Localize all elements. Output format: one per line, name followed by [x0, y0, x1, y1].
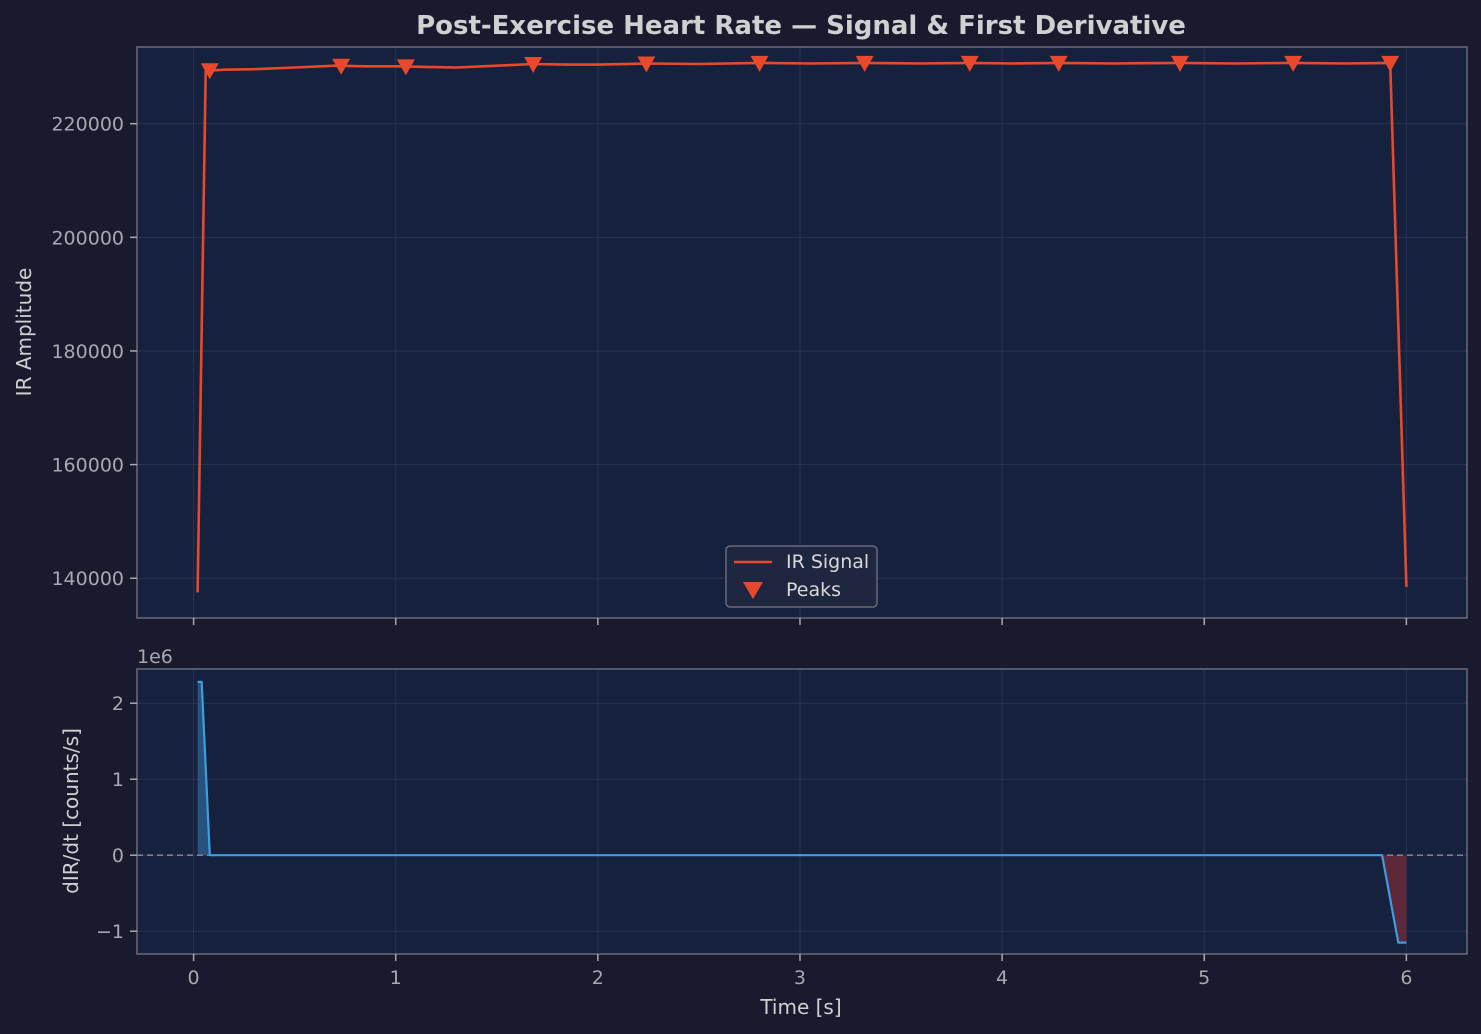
signal-y-ticks: 140000 160000 180000 200000 220000 — [51, 114, 137, 590]
peak-marker — [637, 56, 656, 73]
peak-marker — [750, 55, 769, 72]
signal-y-tick-label: 180000 — [51, 341, 124, 363]
derivative-y-tick-label: 0 — [112, 845, 124, 867]
derivative-y-tick-label: 1 — [112, 769, 124, 791]
peak-marker — [1170, 55, 1189, 72]
x-tick-label: 4 — [996, 967, 1008, 989]
legend-peaks-label: Peaks — [786, 579, 841, 601]
x-tick-label: 6 — [1400, 967, 1412, 989]
peak-marker — [524, 57, 543, 74]
derivative-panel: −1 0 1 2 0 1 2 3 4 5 6 1e6 dIR/dt [counts/s] Time… — [59, 646, 1468, 1019]
peak-marker — [1284, 55, 1303, 72]
peak-marker — [960, 55, 979, 72]
peak-marker — [396, 59, 415, 76]
signal-y-tick-label: 160000 — [51, 455, 124, 477]
peak-marker — [200, 63, 219, 80]
derivative-y-tick-label: 2 — [112, 693, 124, 715]
signal-y-tick-label: 200000 — [51, 227, 124, 249]
derivative-line — [197, 680, 1407, 944]
chart-title: Post-Exercise Heart Rate — Signal & Firs… — [416, 11, 1186, 41]
peak-marker — [332, 58, 351, 75]
signal-y-tick-label: 140000 — [51, 568, 124, 590]
derivative-axes-background — [137, 669, 1467, 954]
derivative-x-ticks: 0 1 2 3 4 5 6 — [188, 954, 1412, 989]
signal-grid — [137, 47, 1467, 618]
legend: IR Signal Peaks — [725, 545, 878, 608]
legend-peaks-swatch — [743, 582, 763, 599]
signal-axes-frame — [136, 46, 1468, 619]
x-tick-label: 5 — [1198, 967, 1210, 989]
peak-marker — [1049, 55, 1068, 72]
legend-ir-signal-label: IR Signal — [786, 551, 869, 573]
x-tick-label: 1 — [390, 967, 402, 989]
signal-x-ticks — [192, 618, 1408, 625]
peak-marker — [855, 55, 874, 72]
derivative-axes-frame — [136, 668, 1468, 955]
ir-signal-line — [196, 61, 1408, 593]
x-tick-label: 3 — [794, 967, 806, 989]
derivative-y-ticks: −1 0 1 2 — [96, 693, 137, 943]
derivative-y-tick-label: −1 — [96, 921, 124, 943]
peak-marker — [1381, 55, 1400, 72]
derivative-y-axis-label: dIR/dt [counts/s] — [59, 728, 83, 894]
x-axis-label: Time [s] — [759, 995, 841, 1019]
signal-y-tick-label: 220000 — [51, 114, 124, 136]
signal-axes-background — [137, 47, 1467, 618]
x-tick-label: 2 — [592, 967, 604, 989]
peak-markers — [200, 55, 1400, 80]
signal-y-axis-label: IR Amplitude — [12, 268, 36, 397]
signal-panel: 140000 160000 180000 200000 220000 IR Amplit… — [12, 46, 1468, 625]
derivative-offset-text: 1e6 — [137, 646, 173, 668]
x-tick-label: 0 — [188, 967, 200, 989]
